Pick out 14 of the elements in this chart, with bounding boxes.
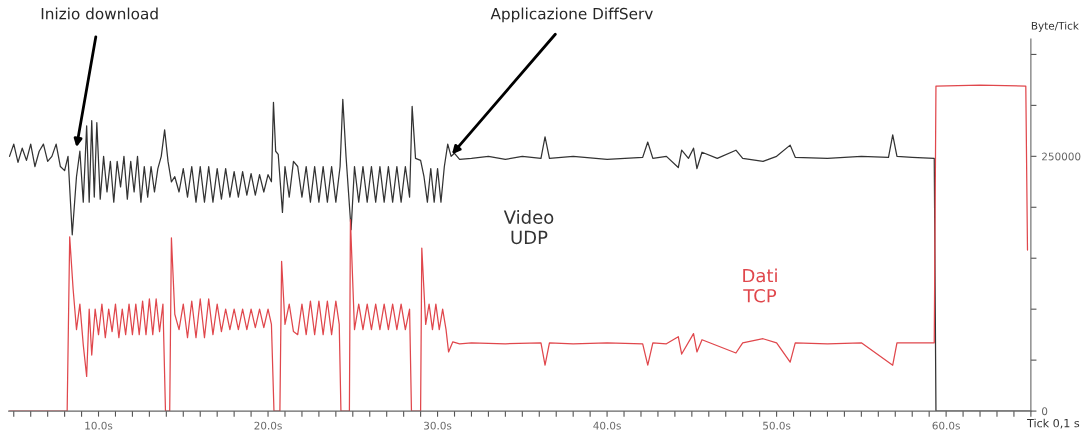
- annotation: Applicazione DiffServ: [490, 7, 653, 23]
- x-tick-label: 10.0s: [85, 421, 113, 430]
- y-tick-label: 0: [1041, 407, 1048, 416]
- x-tick-label: 50.0s: [763, 421, 791, 430]
- annotation: Inizio download: [41, 7, 158, 20]
- x-tick-label: 60.0s: [932, 421, 960, 430]
- text: Video UDP: [503, 209, 554, 245]
- x-tick-label: 20.0s: [254, 421, 282, 430]
- y-axis-title: Byte/Tick: [1031, 21, 1079, 32]
- x-tick-label: 40.0s: [593, 421, 621, 430]
- x-axis-title: Tick 0,1 s: [1027, 418, 1080, 429]
- y-tick-label: 250000: [1042, 152, 1081, 161]
- x-tick-label: 30.0s: [424, 421, 452, 430]
- text: Dati TCP: [743, 268, 777, 303]
